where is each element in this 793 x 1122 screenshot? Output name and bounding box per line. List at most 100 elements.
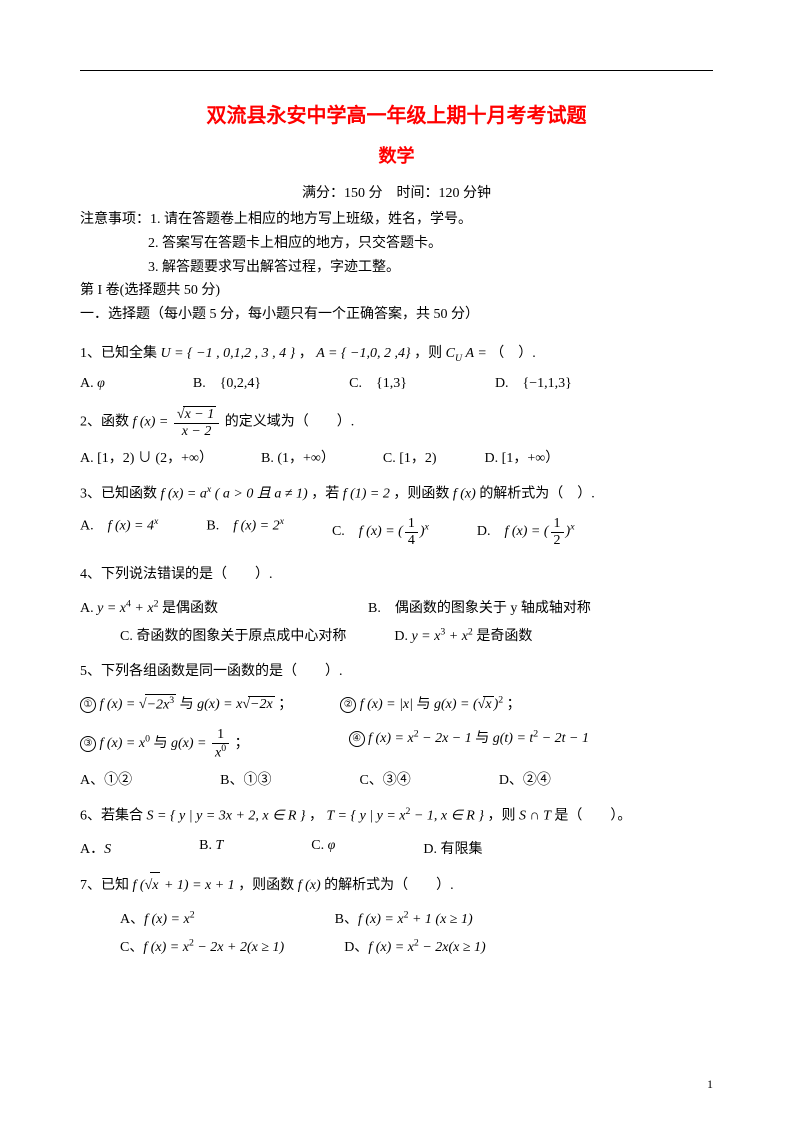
q6-c: ， [309, 808, 327, 823]
q3-optC-sup: x [425, 522, 429, 533]
q3-optC-den: 4 [405, 533, 418, 548]
q2-optD: D. [1，+∞） [485, 447, 560, 467]
q2-func: f (x) = [133, 415, 172, 430]
q1-stem-a: 1、已知全集 [80, 346, 161, 361]
q3-optA: A. f (x) = 4x [80, 516, 158, 548]
q5-c1e: −2x [248, 696, 275, 713]
q1-optC: C. {1,3} [349, 376, 407, 392]
q5-c2a: f (x) = |x| [360, 697, 413, 712]
part1-label: 第 I 卷(选择题共 50 分) [80, 279, 713, 303]
q4-optD-b: y = x [411, 629, 440, 644]
q6-a: 6、若集合 [80, 808, 147, 823]
q6-optA-v: S [104, 842, 111, 857]
q5-c1b: −2x3 [145, 694, 177, 714]
q3-optC-l: C. [332, 525, 359, 540]
q5-c3a-sup: 0 [145, 734, 150, 745]
q4-optA-sup4: 4 [126, 598, 131, 609]
note-1: 1. 请在答题卷上相应的地方写上班级，姓名，学号。 [150, 212, 472, 227]
q5-row2: ③ f (x) = x0 与 g(x) = 1x0 ； ④ f (x) = x2… [80, 727, 713, 760]
circled-3-icon: ③ [80, 736, 96, 752]
q6-optC-l: C. [311, 838, 327, 853]
circled-2-icon: ② [340, 697, 356, 713]
q3-optD: D. f (x) = (12)x [477, 516, 575, 548]
q7-optD-l: D、 [344, 940, 368, 955]
q7-d: + 1) = x + 1 [160, 878, 234, 893]
q1-optA-l: A. [80, 376, 97, 391]
q6-d: T = { y | y = x [327, 808, 406, 823]
q3-optA-v: f (x) = 4 [108, 519, 154, 534]
q3-b: f (x) = a [161, 487, 207, 502]
q5-c1a: f (x) = [100, 697, 139, 712]
q5-c1d: g(x) = x [197, 697, 242, 712]
q3-optB-l: B. [206, 519, 233, 534]
q4-row1: A. y = x4 + x2 是偶函数 B. 偶函数的图象关于 y 轴成轴对称 [80, 597, 713, 617]
q6-options: A．S B. T C. φ D. 有限集 [80, 838, 713, 858]
q7-optA-sup: 2 [190, 909, 195, 920]
q5-c1: ① f (x) = −2x3 与 g(x) = x−2x ； [80, 693, 292, 713]
q3-optB-v: f (x) = 2 [233, 519, 279, 534]
notes-block: 注意事项：1. 请在答题卷上相应的地方写上班级，姓名，学号。 2. 答案写在答题… [80, 208, 713, 279]
q1-set-U: U = { −1 , 0,1,2 , 3 , 4 } [161, 346, 296, 361]
q3-optD-den: 2 [551, 533, 564, 548]
q2-num: x − 1 [183, 406, 217, 422]
q5-c3a: f (x) = x [100, 736, 146, 751]
q7-b: f ( [133, 878, 145, 893]
question-3: 3、已知函数 f (x) = ax ( a > 0 且 a ≠ 1) ，若 f … [80, 481, 713, 508]
title-main: 双流县永安中学高一年级上期十月考考试题 [80, 99, 713, 128]
q5-c3: ③ f (x) = x0 与 g(x) = 1x0 ； [80, 727, 249, 760]
q1-stem-e: ，则 [414, 346, 446, 361]
q1-stem-c: ， [299, 346, 317, 361]
question-5: 5、下列各组函数是同一函数的是（ ）. [80, 659, 713, 686]
q2-optA: A. [1，2) ∪ (2，+∞） [80, 447, 213, 467]
q7-row1: A、f (x) = x2 B、f (x) = x2 + 1 (x ≥ 1) [80, 908, 713, 928]
q3-optD-l: D. [477, 525, 505, 540]
q5-c3c: g(x) = [171, 736, 210, 751]
q2-den: x − 2 [174, 424, 219, 439]
q3-f: f (1) = 2 [343, 487, 390, 502]
q7-f: f (x) [298, 878, 321, 893]
q2-stem-b: 的定义域为（ ）. [225, 415, 355, 430]
q1-C: C [446, 346, 455, 361]
sqrt-icon: x [145, 872, 161, 900]
q5-c1b-t: −2x [147, 697, 170, 712]
q5-c1b-sup: 3 [169, 695, 174, 706]
q5-options: A、①② B、①③ C、③④ D、②④ [80, 769, 713, 789]
q2-frac: x − 1 x − 2 [174, 406, 219, 439]
q4-optD-a: D. [394, 629, 411, 644]
q3-e: ，若 [311, 487, 343, 502]
q3-a: 3、已知函数 [80, 487, 161, 502]
question-1: 1、已知全集 U = { −1 , 0,1,2 , 3 , 4 } ， A = … [80, 341, 713, 368]
page-number: 1 [707, 1077, 713, 1092]
q6-optB-l: B. [199, 838, 215, 853]
q4-optD: D. y = x3 + x2 是奇函数 [394, 625, 532, 645]
q5-c2d: x [483, 696, 493, 713]
q6-optA: A．S [80, 838, 111, 858]
q3-optA-l: A. [80, 519, 108, 534]
q7-e: ，则函数 [238, 878, 298, 893]
q3-optD-fx: f (x) = ( [504, 525, 548, 540]
q3-c: x [207, 484, 211, 495]
q6-optC-v: φ [328, 838, 336, 853]
q3-optC-num: 1 [405, 516, 418, 532]
exam-meta: 满分：150 分 时间：120 分钟 [80, 182, 713, 202]
q6-f: ，则 [487, 808, 519, 823]
q5-c1c: 与 [180, 697, 198, 712]
q4-optD-c: + x [449, 629, 468, 644]
q5-optA: A、①② [80, 769, 132, 789]
circled-4-icon: ④ [349, 731, 365, 747]
q7-optD-v: f (x) = x [368, 940, 414, 955]
q5-c4c: 与 [475, 731, 493, 746]
q3-optC-frac: 14 [405, 516, 418, 548]
q3-h: f (x) [453, 487, 476, 502]
q3-i: 的解析式为（ ）. [479, 487, 595, 502]
q4-optA-b: y = x [97, 601, 126, 616]
q4-row2: C. 奇函数的图象关于原点成中心对称 D. y = x3 + x2 是奇函数 [80, 625, 713, 645]
q5-c4: ④ f (x) = x2 − 2x − 1 与 g(t) = t2 − 2t −… [349, 727, 589, 760]
question-6: 6、若集合 S = { y | y = 3x + 2, x ∈ R } ， T … [80, 803, 713, 830]
q5-c3-frac: 1x0 [212, 727, 229, 760]
section1-label: 一．选择题（每小题 5 分，每小题只有一个正确答案，共 50 分） [80, 303, 713, 327]
q1-optB: B. {0,2,4} [193, 376, 261, 392]
q7-optA-v: f (x) = x [144, 912, 190, 927]
q3-optC-fx: f (x) = ( [359, 525, 403, 540]
q5-optD: D、②④ [499, 769, 551, 789]
